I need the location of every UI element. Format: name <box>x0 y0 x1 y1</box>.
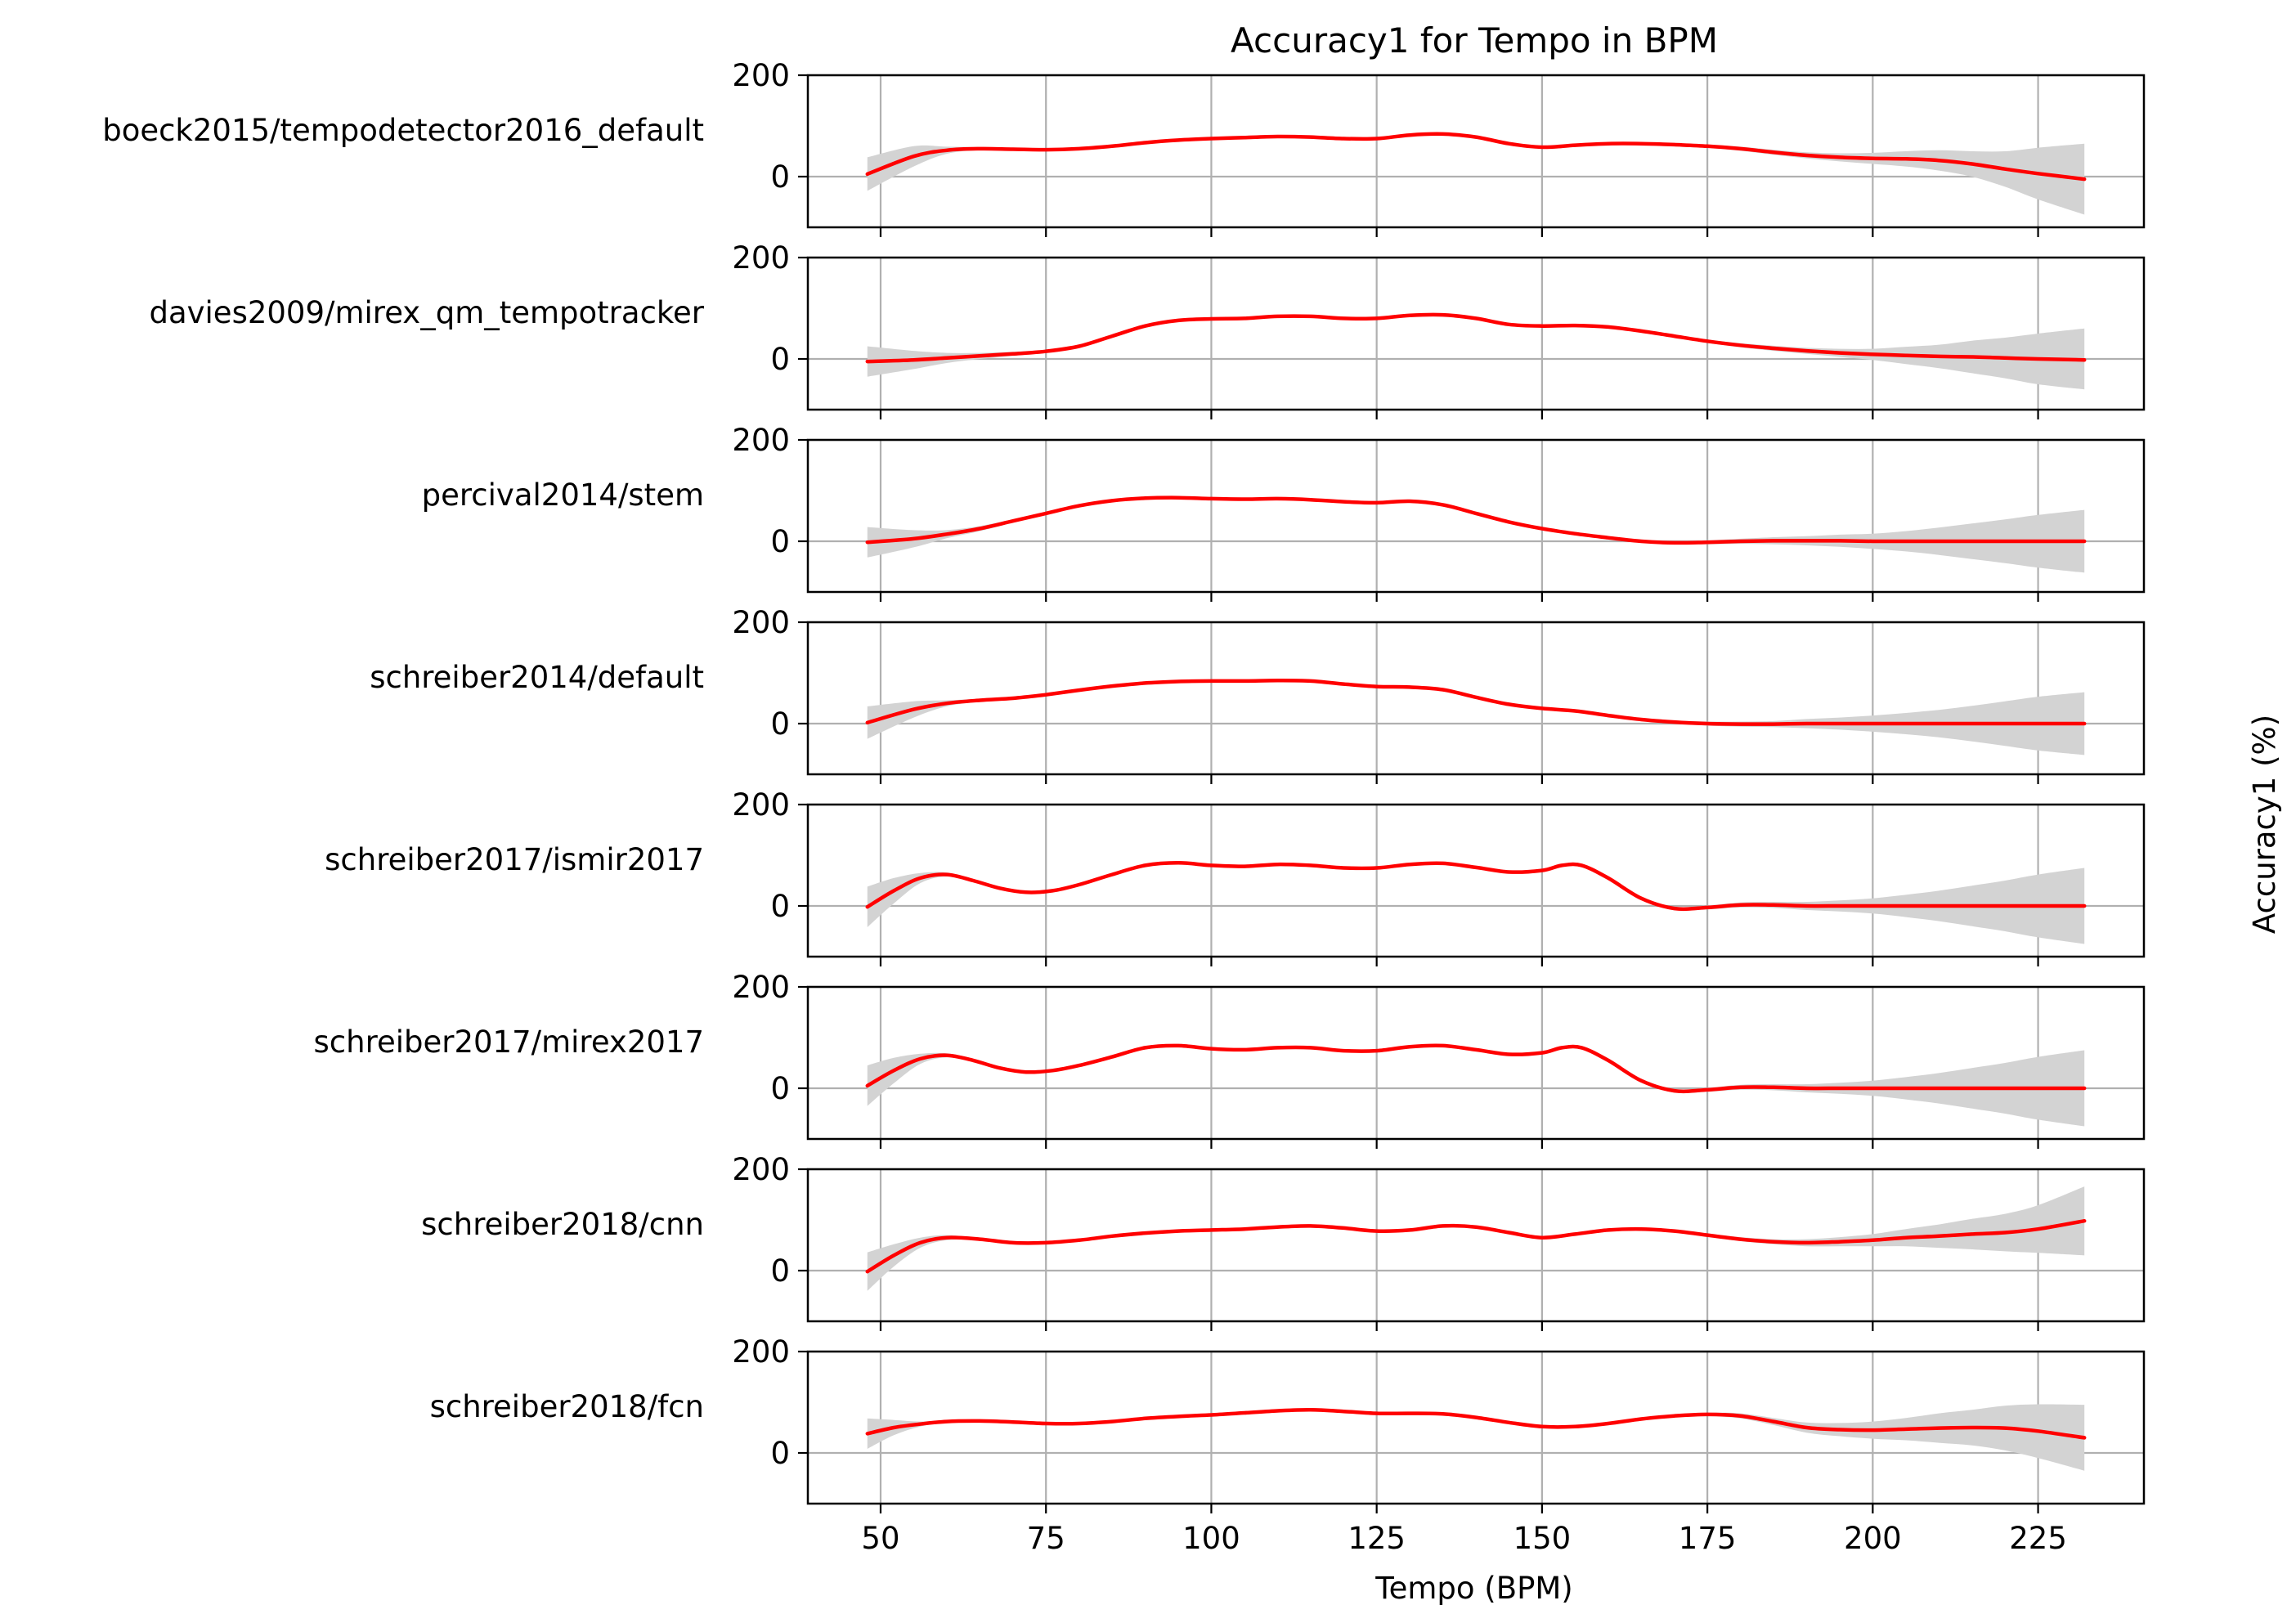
x-tick-label: 50 <box>861 1521 899 1556</box>
panel-3: 0 200 schreiber2014/default <box>370 605 2146 784</box>
confidence-band <box>867 496 2085 573</box>
series-label: schreiber2017/ismir2017 <box>325 842 704 877</box>
panel-frame <box>806 74 2146 229</box>
y-axis-label: Accuracy1 (%) <box>2247 715 2282 934</box>
y-tick-label: 200 <box>732 1334 790 1370</box>
x-tick-label: 75 <box>1027 1521 1065 1556</box>
y-tick-label: 200 <box>732 58 790 93</box>
series-label: schreiber2018/cnn <box>421 1207 704 1242</box>
y-tick-label: 0 <box>770 889 790 924</box>
x-tick-label: 125 <box>1348 1521 1406 1556</box>
x-tick-label: 100 <box>1182 1521 1240 1556</box>
confidence-band <box>867 1186 2085 1291</box>
confidence-band <box>867 862 2085 944</box>
series-label: schreiber2014/default <box>370 660 704 695</box>
series-label: schreiber2017/mirex2017 <box>314 1024 705 1060</box>
panel-1: 0 200 davies2009/mirex_qm_tempotracker <box>149 240 2146 419</box>
y-tick-label: 0 <box>770 524 790 559</box>
series-line <box>865 312 2087 364</box>
panel-frame <box>806 621 2146 776</box>
y-tick-label: 0 <box>770 342 790 377</box>
x-tick-label: 225 <box>2009 1521 2067 1556</box>
series-label: schreiber2018/fcn <box>430 1389 704 1424</box>
confidence-band <box>867 132 2085 215</box>
series-line <box>865 1218 2087 1274</box>
panel-7: 0 200 schreiber2018/fcn <box>430 1334 2146 1513</box>
panel-frame <box>806 1350 2146 1505</box>
panel-frame <box>806 985 2146 1141</box>
x-tick-label: 175 <box>1679 1521 1737 1556</box>
confidence-band <box>867 679 2085 755</box>
panel-frame <box>806 438 2146 594</box>
series-label: boeck2015/tempodetector2016_default <box>102 113 704 148</box>
series-line <box>865 679 2087 726</box>
x-tick-label: 150 <box>1513 1521 1572 1556</box>
y-tick-label: 0 <box>770 1071 790 1106</box>
y-tick-label: 200 <box>732 605 790 640</box>
series-line <box>865 495 2087 545</box>
series-line <box>865 1043 2087 1094</box>
x-tick-label: 200 <box>1844 1521 1902 1556</box>
x-axis: 50 75 100 125 150 175 200 225 <box>861 1521 2066 1556</box>
series-line <box>865 861 2087 912</box>
panel-frame <box>806 803 2146 958</box>
confidence-band <box>867 1404 2085 1471</box>
panels: 0200boeck2015/tempodetector2016_default0… <box>102 58 2146 1513</box>
panel-frame <box>806 1168 2146 1323</box>
y-tick-label: 200 <box>732 787 790 823</box>
panel-5: 0 200 schreiber2017/mirex2017 <box>314 970 2146 1149</box>
panel-2: 0 200 percival2014/stem <box>422 423 2146 602</box>
y-tick-label: 0 <box>770 1253 790 1289</box>
series-label: percival2014/stem <box>422 477 704 513</box>
series-line <box>865 1408 2087 1440</box>
y-tick-label: 200 <box>732 423 790 458</box>
y-tick-label: 200 <box>732 240 790 276</box>
series-label: davies2009/mirex_qm_tempotracker <box>149 295 704 330</box>
panel-frame <box>806 256 2146 411</box>
panel-4: 0 200 schreiber2017/ismir2017 <box>325 787 2146 966</box>
y-tick-label: 0 <box>770 159 790 195</box>
x-axis-label: Tempo (BPM) <box>1374 1571 1573 1606</box>
series-line <box>865 132 2087 182</box>
y-tick-label: 200 <box>732 1152 790 1187</box>
panel-0: 0 200 boeck2015/tempodetector2016_default <box>102 58 2146 237</box>
y-tick-label: 0 <box>770 706 790 742</box>
panel-6: 0 200 schreiber2018/cnn <box>421 1152 2146 1331</box>
confidence-band <box>867 1044 2085 1127</box>
chart-title: Accuracy1 for Tempo in BPM <box>1231 20 1718 61</box>
y-tick-label: 0 <box>770 1436 790 1471</box>
y-tick-label: 200 <box>732 970 790 1005</box>
